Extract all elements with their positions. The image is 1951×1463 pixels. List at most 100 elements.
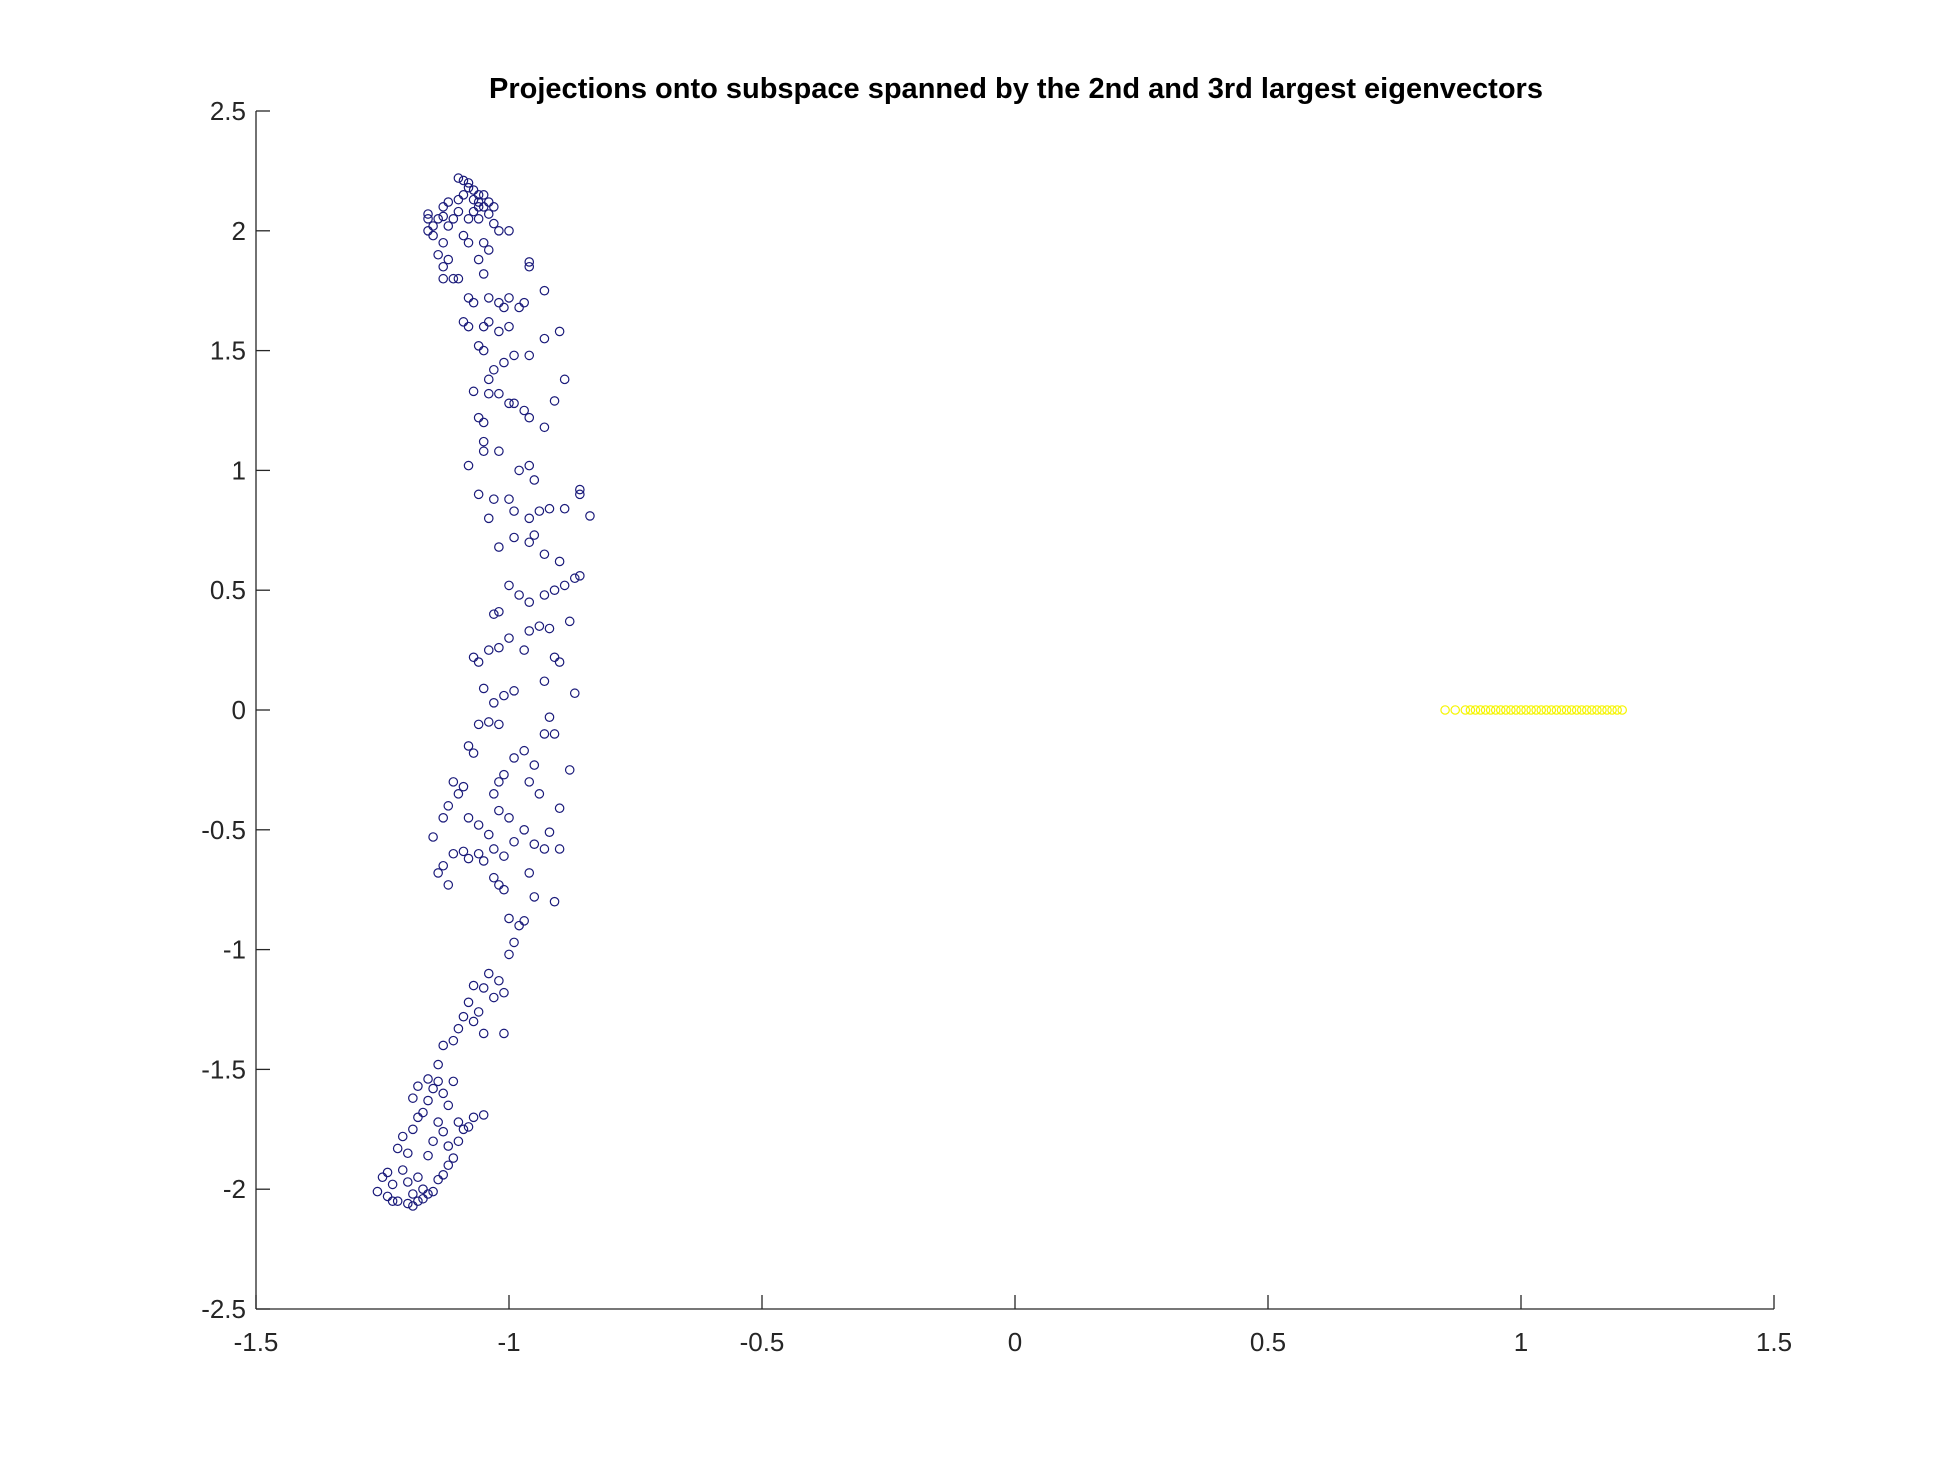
- data-point: [468, 652, 479, 663]
- data-point: [377, 1172, 388, 1183]
- data-point: [428, 1136, 438, 1147]
- data-point: [468, 748, 479, 758]
- data-point: [448, 1076, 459, 1087]
- data-point: [494, 880, 504, 890]
- data-point: [453, 789, 464, 799]
- data-point: [489, 364, 499, 375]
- data-point: [372, 1186, 383, 1197]
- data-points: [372, 173, 1627, 1211]
- data-point: [438, 237, 449, 248]
- y-tick-label: -2.5: [201, 1294, 246, 1324]
- data-point: [1460, 705, 1471, 715]
- data-point: [1470, 705, 1481, 715]
- data-point: [448, 273, 459, 284]
- data-point: [554, 803, 565, 814]
- data-point: [569, 688, 580, 699]
- data-point: [468, 185, 479, 195]
- data-point: [549, 896, 560, 907]
- data-point: [499, 851, 509, 861]
- data-point: [539, 844, 550, 854]
- data-point: [483, 388, 494, 399]
- data-point: [549, 729, 560, 739]
- data-point: [509, 686, 519, 696]
- data-point: [478, 856, 489, 866]
- series-2: [1440, 705, 1627, 715]
- data-point: [544, 623, 555, 634]
- data-point: [397, 1131, 408, 1142]
- data-point: [473, 489, 484, 500]
- data-point: [1521, 705, 1531, 715]
- data-point: [1480, 705, 1491, 715]
- data-point: [544, 827, 555, 837]
- data-point: [504, 580, 514, 591]
- data-point: [524, 777, 535, 787]
- data-point: [448, 848, 459, 859]
- data-point: [463, 853, 474, 864]
- data-point: [539, 729, 550, 739]
- data-point: [478, 683, 489, 694]
- data-point: [489, 218, 499, 229]
- data-point: [438, 813, 449, 823]
- data-point: [494, 326, 504, 337]
- data-point: [539, 676, 550, 687]
- data-point: [494, 226, 504, 236]
- data-point: [463, 237, 474, 248]
- data-point: [524, 460, 535, 471]
- data-point: [483, 245, 494, 255]
- data-point: [438, 860, 449, 871]
- x-axis-ticks: -1.5 -1 -0.5 0 0.5 1 1.5: [234, 1295, 1792, 1357]
- y-tick-label: -1.5: [201, 1054, 246, 1084]
- data-point: [473, 719, 484, 730]
- data-point: [413, 1196, 423, 1206]
- data-point: [438, 273, 449, 284]
- data-point: [478, 1028, 489, 1039]
- data-point: [1587, 705, 1597, 715]
- data-point: [453, 173, 464, 183]
- data-point: [1526, 705, 1536, 715]
- data-point: [1607, 705, 1617, 715]
- data-point: [463, 1122, 474, 1132]
- data-point: [564, 616, 575, 627]
- data-point: [494, 297, 504, 308]
- data-point: [443, 254, 454, 265]
- data-point: [1440, 705, 1450, 715]
- data-point: [524, 350, 535, 361]
- data-point: [418, 1107, 428, 1118]
- data-point: [514, 920, 524, 931]
- y-tick-label: 2.5: [210, 96, 246, 126]
- data-point: [1576, 705, 1587, 715]
- data-point: [1506, 705, 1516, 715]
- data-point: [1581, 705, 1592, 715]
- data-point: [489, 992, 499, 1003]
- data-point: [489, 872, 499, 883]
- x-tick-label: -0.5: [740, 1327, 785, 1357]
- data-point: [443, 221, 454, 231]
- data-point: [524, 537, 535, 548]
- data-point: [549, 585, 560, 595]
- data-point: [519, 297, 529, 308]
- data-point: [539, 590, 550, 600]
- data-point: [499, 1028, 509, 1039]
- data-point: [504, 398, 514, 409]
- data-point: [504, 633, 514, 643]
- data-point: [392, 1196, 403, 1206]
- data-point: [1511, 705, 1521, 715]
- data-point: [458, 175, 469, 186]
- data-point: [489, 844, 499, 854]
- data-point: [494, 542, 504, 552]
- data-point: [443, 801, 454, 811]
- data-point: [1612, 705, 1622, 715]
- data-point: [453, 273, 464, 284]
- data-point: [463, 813, 474, 823]
- data-point: [453, 1136, 464, 1147]
- data-point: [463, 321, 474, 332]
- data-point: [494, 446, 504, 457]
- data-point: [433, 1076, 443, 1087]
- data-point: [519, 645, 529, 655]
- data-point: [1541, 705, 1552, 715]
- data-point: [494, 388, 504, 399]
- x-tick-label: -1: [497, 1327, 520, 1357]
- data-point: [453, 194, 464, 205]
- data-point: [539, 422, 550, 433]
- data-point: [438, 211, 449, 222]
